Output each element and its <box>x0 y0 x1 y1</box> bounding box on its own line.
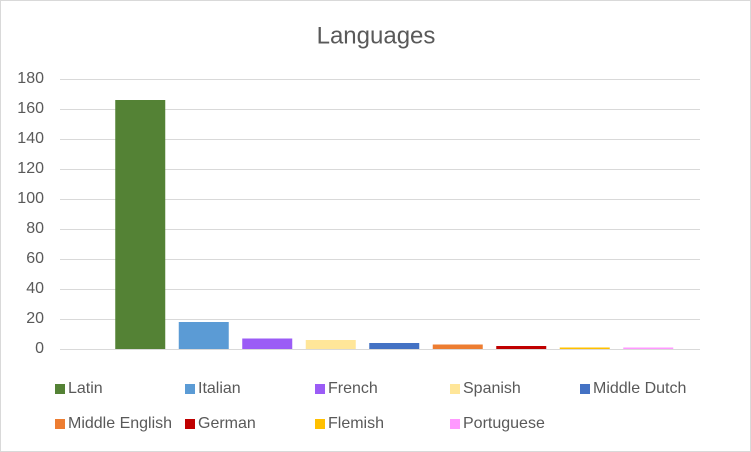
y-tick-label: 180 <box>17 70 44 87</box>
legend-label: Italian <box>198 380 241 397</box>
bar <box>432 344 483 349</box>
y-tick-label: 20 <box>26 310 44 327</box>
legend-label: Spanish <box>463 380 521 397</box>
legend-swatch <box>55 419 65 429</box>
y-tick-label: 60 <box>26 250 44 267</box>
legend-label: German <box>198 415 256 432</box>
legend-swatch <box>185 384 195 394</box>
bar <box>242 338 293 349</box>
y-tick-label: 160 <box>17 100 44 117</box>
legend-label: Middle Dutch <box>593 380 686 397</box>
bar <box>623 347 674 349</box>
chart-title: Languages <box>317 22 436 49</box>
legend-swatch <box>580 384 590 394</box>
bar <box>559 347 610 349</box>
bar <box>115 100 166 349</box>
legend-swatch <box>450 384 460 394</box>
bar <box>369 343 420 349</box>
legend-label: French <box>328 380 378 397</box>
y-tick-label: 140 <box>17 130 44 147</box>
y-tick-label: 0 <box>35 340 44 357</box>
legend-label: Portuguese <box>463 415 545 432</box>
legend-swatch <box>55 384 65 394</box>
legend-swatch <box>185 419 195 429</box>
y-tick-label: 80 <box>26 220 44 237</box>
y-tick-label: 120 <box>17 160 44 177</box>
y-tick-label: 100 <box>17 190 44 207</box>
legend-label: Middle English <box>68 415 172 432</box>
y-tick-label: 40 <box>26 280 44 297</box>
legend-swatch <box>315 419 325 429</box>
bar <box>496 346 547 349</box>
legend-label: Flemish <box>328 415 384 432</box>
legend-label: Latin <box>68 380 103 397</box>
legend-swatch <box>315 384 325 394</box>
bar <box>305 340 356 349</box>
bar <box>178 322 229 349</box>
legend-swatch <box>450 419 460 429</box>
